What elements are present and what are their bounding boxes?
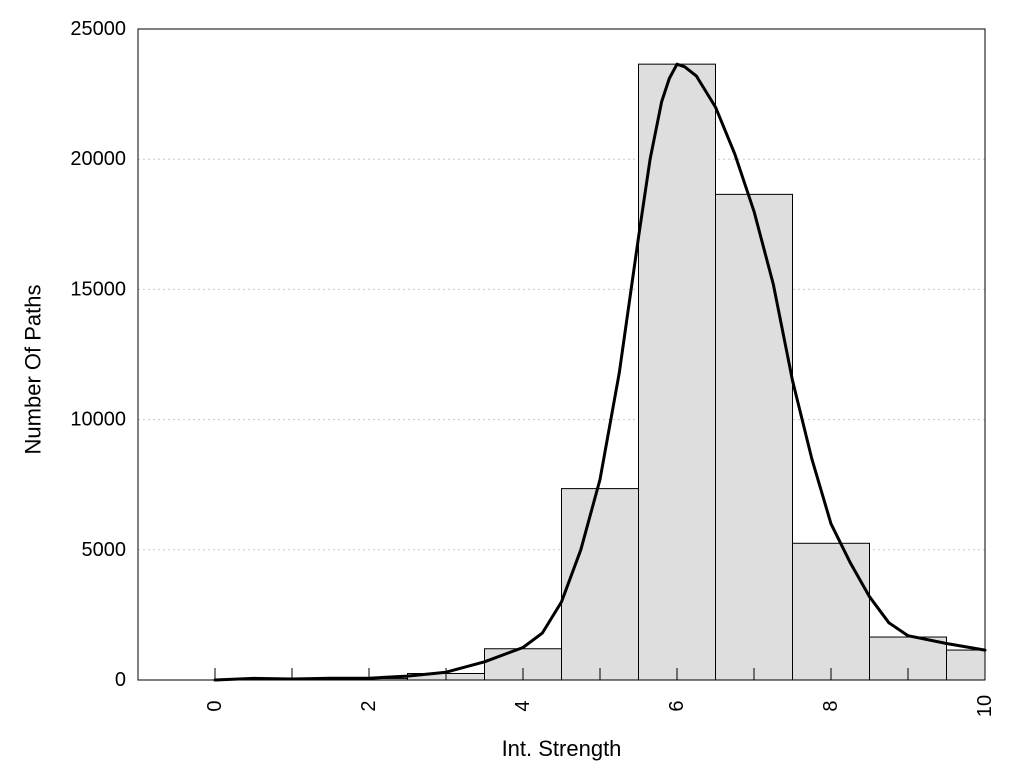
x-tick-label: 8 bbox=[820, 700, 842, 711]
density-curve bbox=[213, 62, 987, 682]
bar bbox=[561, 488, 639, 681]
x-tick-label: 6 bbox=[666, 700, 688, 711]
y-tick-label: 20000 bbox=[70, 148, 126, 170]
x-axis-title: Int. Strength bbox=[502, 736, 622, 761]
y-tick-label: 25000 bbox=[70, 18, 126, 40]
x-tick-label: 4 bbox=[512, 700, 534, 711]
bar bbox=[715, 193, 793, 681]
plot-frame bbox=[137, 28, 986, 681]
x-tick-label: 2 bbox=[358, 700, 380, 711]
histogram-bars bbox=[253, 63, 986, 681]
x-tick-label: 0 bbox=[204, 700, 226, 711]
y-tick-label: 5000 bbox=[82, 539, 127, 561]
y-axis-title: Number Of Paths bbox=[21, 285, 46, 455]
x-axis-ticks: 0 2 4 6 8 10 bbox=[204, 668, 996, 717]
x-tick-label: 10 bbox=[974, 695, 996, 717]
y-tick-label: 15000 bbox=[70, 278, 126, 300]
y-tick-label: 0 bbox=[115, 669, 126, 691]
bar bbox=[946, 649, 986, 681]
y-tick-label: 10000 bbox=[70, 409, 126, 431]
bar bbox=[792, 542, 870, 681]
y-axis-ticks: 0 5000 10000 15000 20000 25000 bbox=[70, 18, 126, 691]
bar bbox=[638, 63, 716, 681]
